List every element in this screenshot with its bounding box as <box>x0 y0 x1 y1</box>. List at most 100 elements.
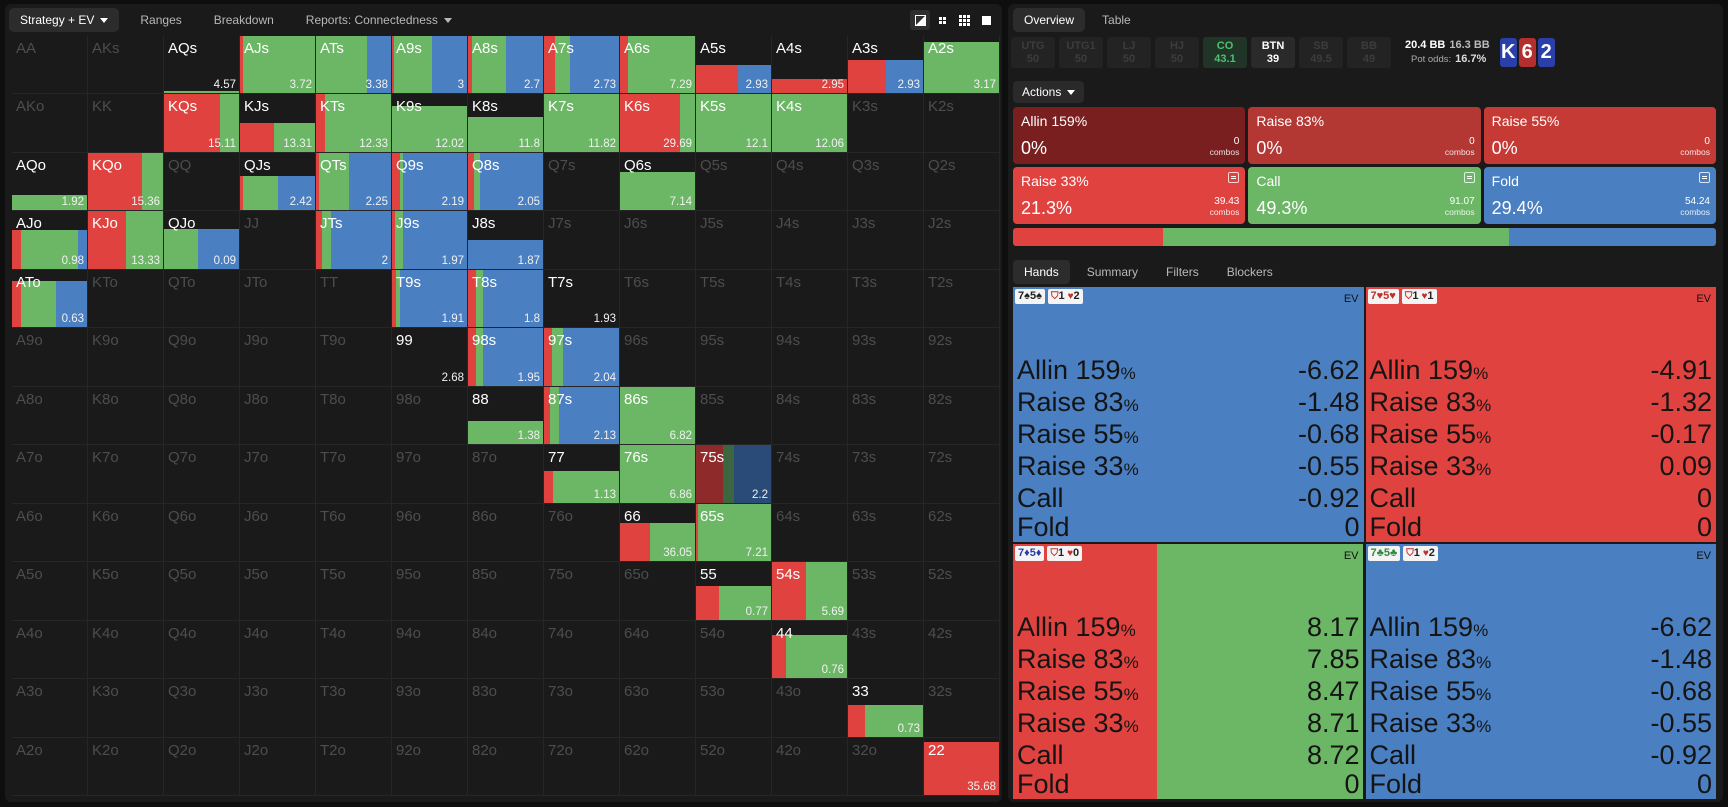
hand-cell[interactable]: 32o <box>848 737 924 796</box>
hand-cell[interactable]: 94s <box>772 328 848 387</box>
hand-cell[interactable]: 6.86 76s <box>620 445 696 504</box>
tab-ranges[interactable]: Ranges <box>129 8 192 32</box>
hand-cell[interactable]: 0.76 44 <box>772 620 848 680</box>
hand-cell[interactable]: 92s <box>924 328 1000 387</box>
seat-sb[interactable]: SB 49.5 <box>1299 36 1343 68</box>
hand-cell[interactable]: T2s <box>924 269 1000 329</box>
hand-cell[interactable]: 82s <box>924 386 1000 446</box>
hand-cell[interactable]: Q4s <box>772 152 848 212</box>
hand-cell[interactable]: 2.68 99 <box>392 328 468 387</box>
combo-card[interactable]: 7♦5♦ ⛉1 ♥0 EV Allin 159% 8.17 Raise 83% 7.85 Rai… <box>1013 544 1364 799</box>
action-card-fold[interactable]: Fold 29.4% 54.24 combos <box>1483 167 1716 224</box>
hand-cell[interactable]: 94o <box>392 620 468 680</box>
hand-cell[interactable]: 15.11 KQs <box>164 94 240 153</box>
hand-cell[interactable]: Q9o <box>164 328 240 387</box>
hand-cell[interactable]: 2.05 Q8s <box>468 152 544 212</box>
action-card-raise-55[interactable]: Raise 55% 0% 0 combos <box>1483 107 1716 164</box>
hand-cell[interactable]: T5s <box>696 269 772 329</box>
hand-cell[interactable]: K3o <box>88 679 164 738</box>
hand-cell[interactable]: A5o <box>12 562 88 621</box>
hand-cell[interactable]: 2.13 87s <box>544 386 620 446</box>
hand-cell[interactable]: QQ <box>164 152 240 212</box>
hand-cell[interactable]: 2.7 A8s <box>468 36 544 95</box>
hand-cell[interactable]: 2.93 A3s <box>848 36 924 95</box>
actions-dropdown[interactable]: Actions <box>1013 81 1085 103</box>
hand-cell[interactable]: 82o <box>468 737 544 796</box>
hand-cell[interactable]: J5s <box>696 211 772 270</box>
hand-cell[interactable]: T3o <box>316 679 392 738</box>
hand-cell[interactable]: 2.95 A4s <box>772 36 848 95</box>
seat-utg[interactable]: UTG 50 <box>1011 36 1055 68</box>
hand-cell[interactable]: J2o <box>240 737 316 796</box>
contrast-icon[interactable] <box>910 10 930 30</box>
hand-cell[interactable]: AKo <box>12 94 88 153</box>
hand-cell[interactable]: A2o <box>12 737 88 796</box>
hand-cell[interactable]: 5.69 54s <box>772 562 848 621</box>
hand-cell[interactable]: 86o <box>468 503 544 563</box>
hand-cell[interactable]: 3.72 AJs <box>240 36 316 95</box>
action-card-call[interactable]: Call 49.3% 91.07 combos <box>1248 167 1481 224</box>
hand-cell[interactable]: T6s <box>620 269 696 329</box>
hand-cell[interactable]: 0.98 AJo <box>12 211 88 270</box>
hand-cell[interactable]: 64s <box>772 503 848 563</box>
hand-cell[interactable]: 12.02 K9s <box>392 94 468 153</box>
hand-cell[interactable]: 52s <box>924 562 1000 621</box>
hand-cell[interactable]: Q5o <box>164 562 240 621</box>
hand-cell[interactable]: 2.04 97s <box>544 328 620 387</box>
hand-cell[interactable]: Q2s <box>924 152 1000 212</box>
hand-cell[interactable]: 43o <box>772 679 848 738</box>
hand-cell[interactable]: 13.31 KJs <box>240 94 316 153</box>
hand-cell[interactable]: 13.33 KJo <box>88 211 164 270</box>
hand-cell[interactable]: 0.77 55 <box>696 562 772 621</box>
hand-cell[interactable]: 73s <box>848 445 924 504</box>
hand-cell[interactable]: 1.87 J8s <box>468 211 544 270</box>
hand-cell[interactable]: Q5s <box>696 152 772 212</box>
hand-cell[interactable]: 52o <box>696 737 772 796</box>
hand-cell[interactable]: 15.36 KQo <box>88 152 164 212</box>
hand-cell[interactable]: Q7s <box>544 152 620 212</box>
hand-cell[interactable]: 74o <box>544 620 620 680</box>
hand-cell[interactable]: JTo <box>240 269 316 329</box>
hand-cell[interactable]: 0.09 QJo <box>164 211 240 270</box>
hand-cell[interactable]: 1.97 J9s <box>392 211 468 270</box>
grid-icon[interactable] <box>954 10 974 30</box>
hand-cell[interactable]: 1.8 T8s <box>468 269 544 329</box>
hand-cell[interactable]: T4o <box>316 620 392 680</box>
hand-cell[interactable]: 1.95 98s <box>468 328 544 387</box>
hand-cell[interactable]: J4o <box>240 620 316 680</box>
hand-cell[interactable]: J7s <box>544 211 620 270</box>
hand-cell[interactable]: Q2o <box>164 737 240 796</box>
hand-cell[interactable]: 11.8 K8s <box>468 94 544 153</box>
hand-cell[interactable]: J8o <box>240 386 316 446</box>
hand-cell[interactable]: 76o <box>544 503 620 563</box>
hand-cell[interactable]: KTo <box>88 269 164 329</box>
hand-cell[interactable]: 97o <box>392 445 468 504</box>
hand-cell[interactable]: 35.68 22 <box>924 737 1000 796</box>
hand-cell[interactable]: Q3o <box>164 679 240 738</box>
hand-cell[interactable]: 92o <box>392 737 468 796</box>
hand-cell[interactable]: 0.73 33 <box>848 679 924 738</box>
hand-cell[interactable]: 2.73 A7s <box>544 36 620 95</box>
hand-cell[interactable]: J5o <box>240 562 316 621</box>
hand-cell[interactable]: T4s <box>772 269 848 329</box>
hand-cell[interactable]: 3 A9s <box>392 36 468 95</box>
hand-cell[interactable]: 7.21 65s <box>696 503 772 563</box>
hand-cell[interactable]: 12.33 KTs <box>316 94 392 153</box>
tab-blockers[interactable]: Blockers <box>1226 265 1273 279</box>
hand-cell[interactable]: 85s <box>696 386 772 446</box>
hand-cell[interactable]: Q7o <box>164 445 240 504</box>
hand-cell[interactable]: A9o <box>12 328 88 387</box>
tab-strategy-ev[interactable]: Strategy + EV <box>9 8 120 32</box>
hand-cell[interactable]: 2 JTs <box>316 211 392 270</box>
hand-cell[interactable]: 95s <box>696 328 772 387</box>
hand-cell[interactable]: T2o <box>316 737 392 796</box>
hand-cell[interactable]: 95o <box>392 562 468 621</box>
hand-cell[interactable]: 65o <box>620 562 696 621</box>
hand-cell[interactable]: 93s <box>848 328 924 387</box>
hand-cell[interactable]: 29.69 K6s <box>620 94 696 153</box>
action-card-allin-159[interactable]: Allin 159% 0% 0 combos <box>1013 107 1246 164</box>
hand-cell[interactable]: 63s <box>848 503 924 563</box>
hand-cell[interactable]: Q4o <box>164 620 240 680</box>
note-icon[interactable] <box>1228 172 1240 183</box>
hand-cell[interactable]: Q3s <box>848 152 924 212</box>
